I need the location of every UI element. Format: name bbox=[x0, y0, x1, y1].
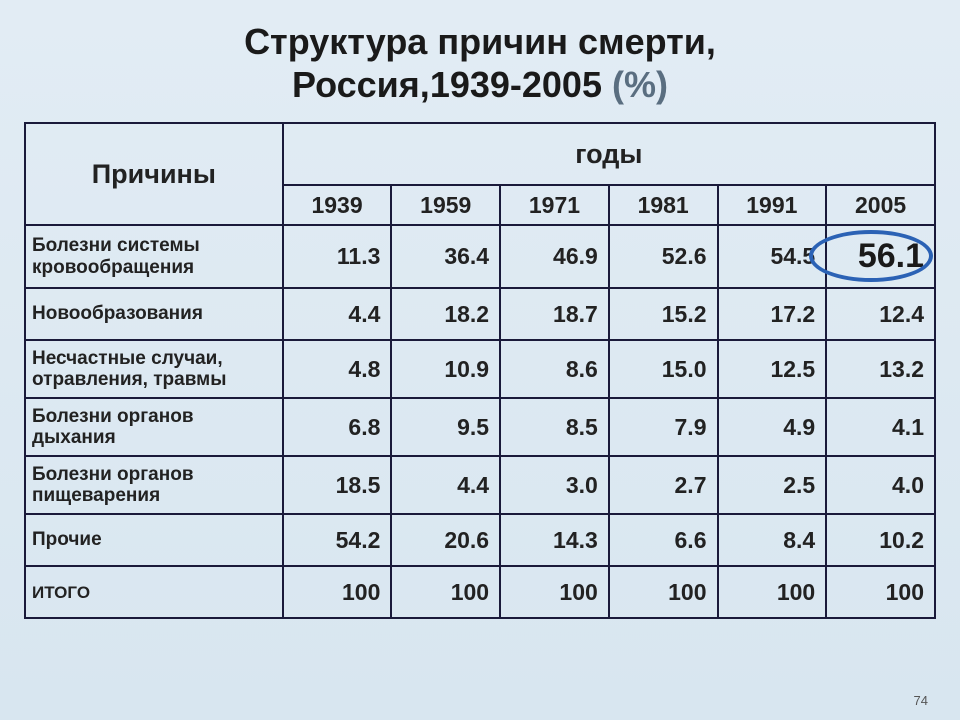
header-row-1: Причины годы bbox=[25, 123, 935, 185]
mortality-table: Причины годы 193919591971198119912005 Бо… bbox=[24, 122, 936, 619]
value-cell: 54.5 bbox=[718, 225, 827, 288]
year-header: 1971 bbox=[500, 185, 609, 225]
value-cell: 15.2 bbox=[609, 288, 718, 340]
year-header: 1959 bbox=[391, 185, 500, 225]
value-cell: 10.9 bbox=[391, 340, 500, 398]
value-cell: 9.5 bbox=[391, 398, 500, 456]
value-cell: 18.2 bbox=[391, 288, 500, 340]
table-row: Прочие54.220.614.36.68.410.2 bbox=[25, 514, 935, 566]
value-cell: 36.4 bbox=[391, 225, 500, 288]
value-cell: 46.9 bbox=[500, 225, 609, 288]
cause-label: ИТОГО bbox=[25, 566, 283, 618]
value-cell: 100 bbox=[391, 566, 500, 618]
value-cell: 2.5 bbox=[718, 456, 827, 514]
cause-label: Несчастные случаи, отравления, травмы bbox=[25, 340, 283, 398]
value-cell: 10.2 bbox=[826, 514, 935, 566]
value-cell: 18.7 bbox=[500, 288, 609, 340]
value-cell: 8.6 bbox=[500, 340, 609, 398]
year-header: 2005 bbox=[826, 185, 935, 225]
table-body: Болезни системы кровообращения11.336.446… bbox=[25, 225, 935, 618]
value-cell: 4.8 bbox=[283, 340, 392, 398]
slide: Структура причин смерти, Россия,1939-200… bbox=[0, 0, 960, 720]
highlighted-cell: 56.1 bbox=[826, 225, 935, 288]
value-cell: 17.2 bbox=[718, 288, 827, 340]
cause-label: Болезни органов пищеварения bbox=[25, 456, 283, 514]
highlighted-value: 56.1 bbox=[858, 237, 924, 275]
value-cell: 100 bbox=[500, 566, 609, 618]
value-cell: 8.5 bbox=[500, 398, 609, 456]
value-cell: 4.1 bbox=[826, 398, 935, 456]
header-causes: Причины bbox=[25, 123, 283, 225]
header-years: годы bbox=[283, 123, 935, 185]
value-cell: 6.6 bbox=[609, 514, 718, 566]
value-cell: 20.6 bbox=[391, 514, 500, 566]
cause-label: Болезни органов дыхания bbox=[25, 398, 283, 456]
table-row: Болезни органов дыхания6.89.58.57.94.94.… bbox=[25, 398, 935, 456]
value-cell: 14.3 bbox=[500, 514, 609, 566]
value-cell: 2.7 bbox=[609, 456, 718, 514]
value-cell: 11.3 bbox=[283, 225, 392, 288]
value-cell: 4.4 bbox=[391, 456, 500, 514]
value-cell: 100 bbox=[718, 566, 827, 618]
year-header: 1939 bbox=[283, 185, 392, 225]
value-cell: 100 bbox=[283, 566, 392, 618]
cause-label: Новообразования bbox=[25, 288, 283, 340]
value-cell: 4.9 bbox=[718, 398, 827, 456]
value-cell: 54.2 bbox=[283, 514, 392, 566]
value-cell: 3.0 bbox=[500, 456, 609, 514]
value-cell: 12.4 bbox=[826, 288, 935, 340]
year-header: 1991 bbox=[718, 185, 827, 225]
table-row: Болезни органов пищеварения18.54.43.02.7… bbox=[25, 456, 935, 514]
table-row: ИТОГО100100100100100100 bbox=[25, 566, 935, 618]
value-cell: 13.2 bbox=[826, 340, 935, 398]
value-cell: 6.8 bbox=[283, 398, 392, 456]
value-cell: 7.9 bbox=[609, 398, 718, 456]
value-cell: 15.0 bbox=[609, 340, 718, 398]
title-line1: Структура причин смерти, bbox=[244, 21, 716, 62]
title-percent: (%) bbox=[612, 64, 668, 105]
year-header: 1981 bbox=[609, 185, 718, 225]
table-row: Болезни системы кровообращения11.336.446… bbox=[25, 225, 935, 288]
page-number: 74 bbox=[914, 693, 928, 708]
value-cell: 4.0 bbox=[826, 456, 935, 514]
value-cell: 12.5 bbox=[718, 340, 827, 398]
value-cell: 100 bbox=[609, 566, 718, 618]
value-cell: 18.5 bbox=[283, 456, 392, 514]
title-line2-prefix: Россия,1939-2005 bbox=[292, 64, 612, 105]
table-row: Новообразования4.418.218.715.217.212.4 bbox=[25, 288, 935, 340]
value-cell: 100 bbox=[826, 566, 935, 618]
table-row: Несчастные случаи, отравления, травмы4.8… bbox=[25, 340, 935, 398]
cause-label: Болезни системы кровообращения bbox=[25, 225, 283, 288]
value-cell: 52.6 bbox=[609, 225, 718, 288]
value-cell: 8.4 bbox=[718, 514, 827, 566]
cause-label: Прочие bbox=[25, 514, 283, 566]
value-cell: 4.4 bbox=[283, 288, 392, 340]
slide-title: Структура причин смерти, Россия,1939-200… bbox=[24, 20, 936, 106]
